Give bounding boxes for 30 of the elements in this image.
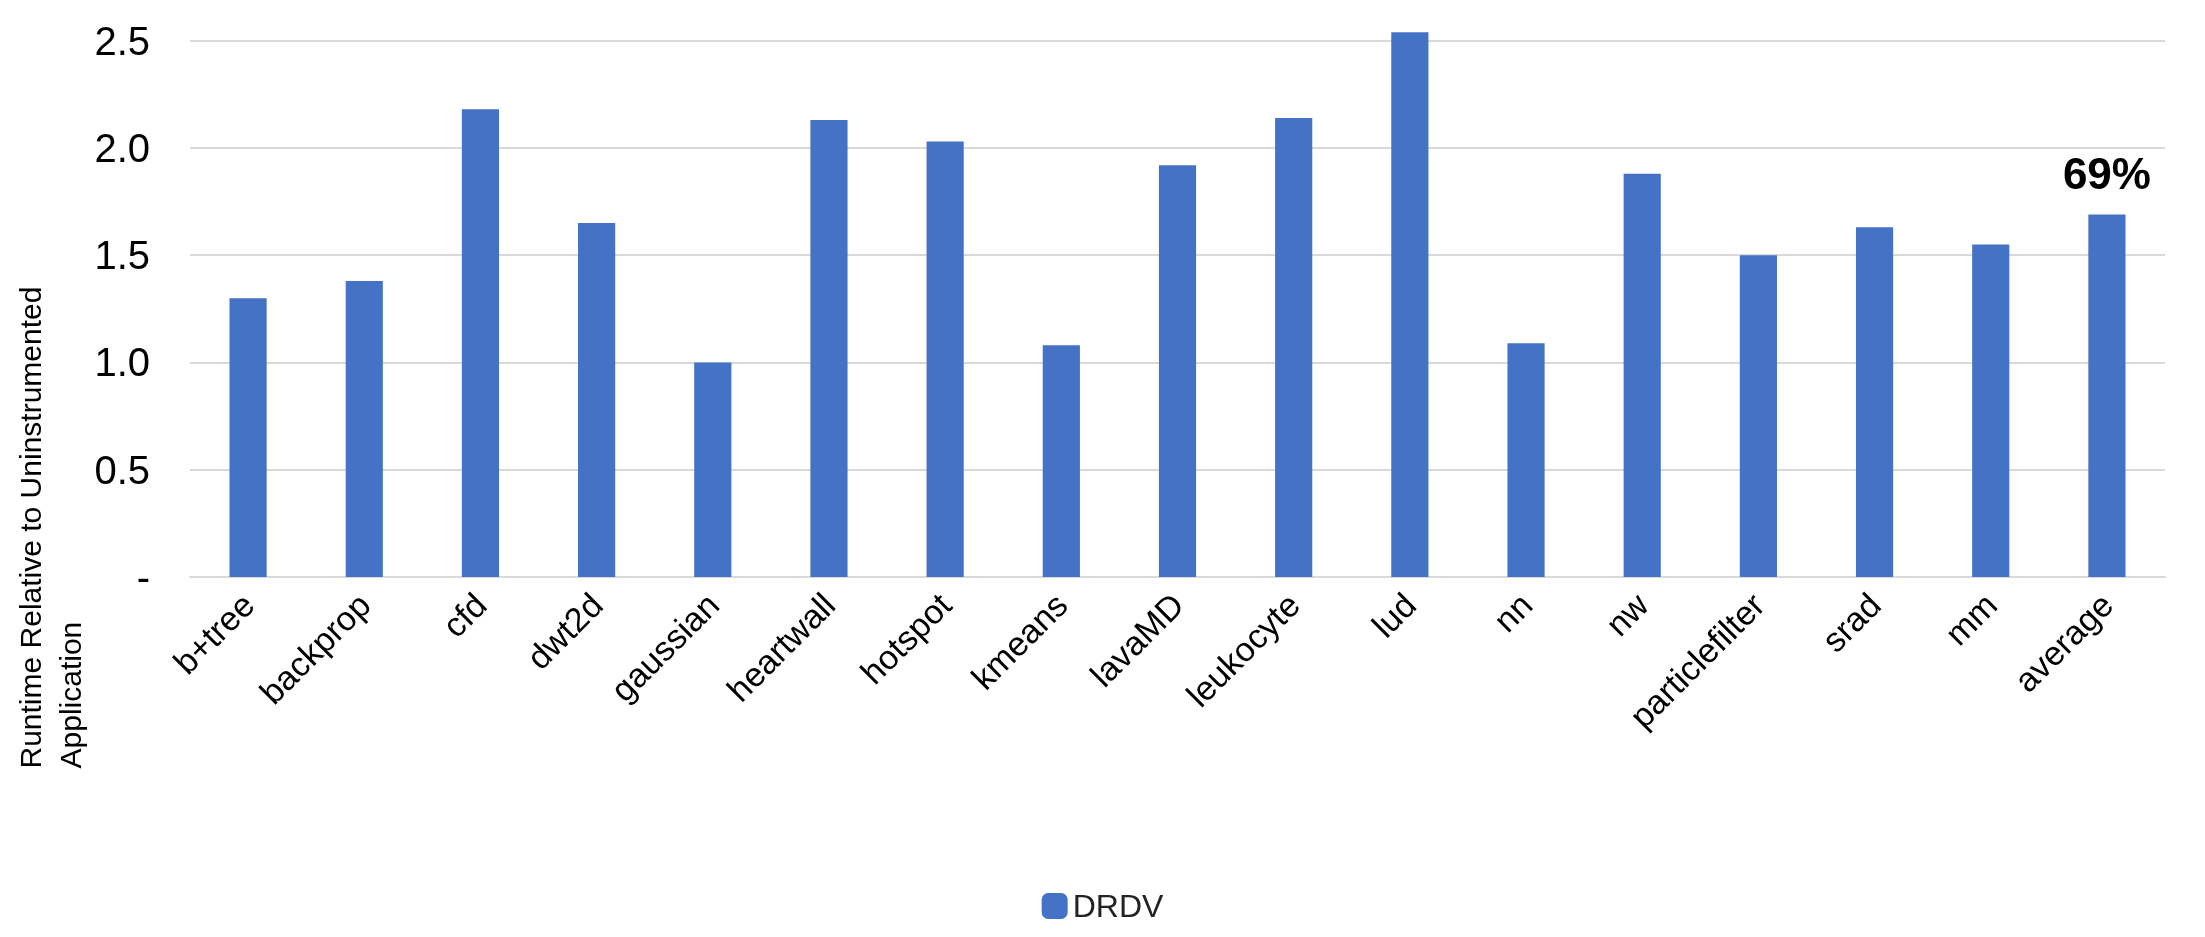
bar xyxy=(810,120,848,577)
y-tick-label: 2.5 xyxy=(94,18,150,63)
bar xyxy=(1739,255,1777,577)
bar xyxy=(926,141,964,577)
bar xyxy=(1623,173,1661,577)
x-tick-label: nn xyxy=(1485,585,1540,640)
bar xyxy=(1507,343,1545,577)
bar xyxy=(694,362,732,577)
bar xyxy=(1391,32,1429,577)
bar xyxy=(1972,244,2010,577)
y-tick-label: 1.5 xyxy=(94,233,150,278)
y-tick-label: - xyxy=(136,555,150,599)
y-tick-label: 2.0 xyxy=(94,125,150,170)
y-tick-label: 0.5 xyxy=(94,447,150,492)
bar xyxy=(578,223,616,577)
bar xyxy=(345,280,383,577)
bar xyxy=(2088,214,2126,577)
legend-label: DRDV xyxy=(1072,888,1164,924)
bar xyxy=(1855,227,1894,577)
x-tick-label: cfd xyxy=(434,585,494,645)
bar xyxy=(461,109,500,577)
x-tick-label: mm xyxy=(1937,585,2005,653)
bar xyxy=(1042,345,1080,577)
bar xyxy=(1158,165,1197,577)
bar xyxy=(1275,117,1313,577)
bar xyxy=(229,298,267,577)
annotation: 69% xyxy=(2062,149,2151,199)
y-axis-title: Runtime Relative to Uninstrumented Application xyxy=(13,278,87,769)
y-tick-label: 1.0 xyxy=(94,340,150,385)
x-tick-label: lud xyxy=(1364,585,1424,645)
